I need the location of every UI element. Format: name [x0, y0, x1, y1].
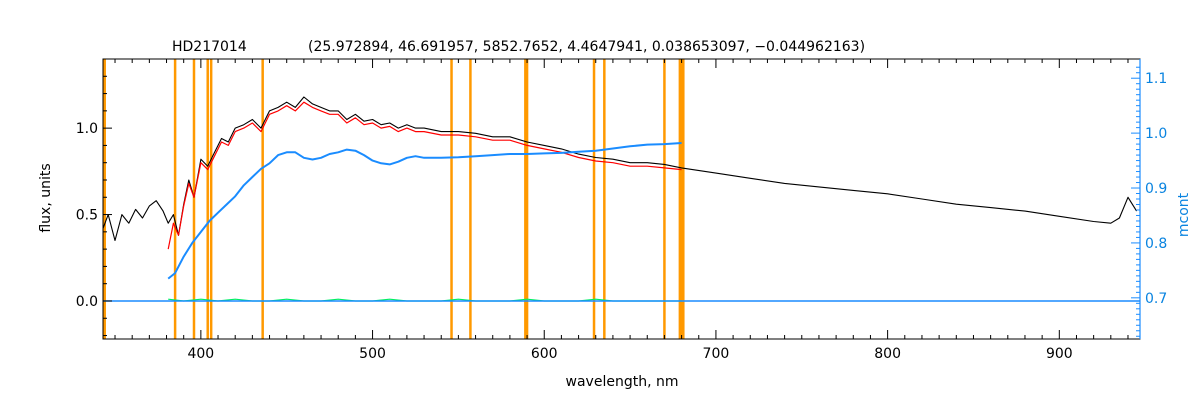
- mcont-series-line: [167, 142, 682, 280]
- observed-series-line: [102, 96, 1138, 242]
- y-tick-label: 0.0: [76, 294, 98, 310]
- right-y-tick-label: 0.9: [1145, 181, 1167, 197]
- x-tick-label: 700: [703, 346, 730, 362]
- x-axis-label: wavelength, nm: [566, 374, 679, 390]
- right-y-tick-label: 1.1: [1145, 71, 1167, 87]
- right-y-tick-label: 1.0: [1145, 126, 1167, 142]
- y-axis-label: flux, units: [38, 163, 54, 232]
- model-series-line: [167, 101, 682, 250]
- right-axis-label: mcont: [1176, 192, 1192, 237]
- y-tick-label: 1.0: [76, 121, 98, 137]
- x-tick-label: 800: [874, 346, 901, 362]
- right-y-tick-label: 0.8: [1145, 236, 1167, 252]
- x-tick-label: 500: [359, 346, 386, 362]
- x-tick-label: 600: [531, 346, 558, 362]
- axes: 400 500 600 700 800 900 0.0 0.5 1.0 0.7 0.8 0.9 1.0 1…: [76, 59, 1167, 362]
- chart-title: HD217014: [172, 39, 247, 55]
- right-y-tick-label: 0.7: [1145, 291, 1167, 307]
- chart-subtitle: (25.972894, 46.691957, 5852.7652, 4.4647…: [308, 39, 865, 55]
- spectrum-series: [102, 96, 1140, 302]
- x-tick-label: 900: [1046, 346, 1073, 362]
- masked-regions: [103, 59, 685, 339]
- x-tick-label: 400: [187, 346, 214, 362]
- plot-frame: [102, 58, 1141, 340]
- y-tick-label: 0.5: [76, 208, 98, 224]
